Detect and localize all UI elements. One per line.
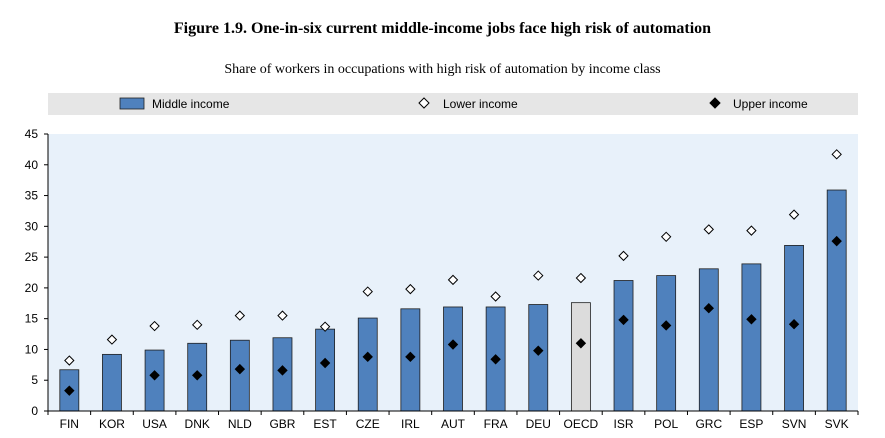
x-axis: FIN KOR USA DNK NLD GBR EST CZE IRL AUT FRA DEU OECD… bbox=[47, 410, 859, 431]
x-tick-label: SVN bbox=[782, 417, 807, 431]
marker-lower-income bbox=[405, 283, 416, 295]
marker-lower-income bbox=[362, 286, 373, 297]
bar-middle-income bbox=[229, 339, 250, 412]
marker-upper-income bbox=[788, 318, 800, 330]
x-tick-label: FIN bbox=[60, 417, 79, 431]
marker-upper-income bbox=[746, 314, 757, 325]
marker-upper-income bbox=[447, 339, 459, 350]
legend: Middle income Lower income Upper income bbox=[119, 97, 808, 111]
legend-background bbox=[48, 93, 858, 115]
bar-middle-income bbox=[144, 349, 165, 412]
marker-upper-income bbox=[533, 345, 544, 356]
legend-label-upper-income: Upper income bbox=[733, 97, 808, 111]
x-tick-label: GBR bbox=[269, 417, 295, 431]
marker-upper-income bbox=[490, 354, 501, 365]
bar-middle-income bbox=[315, 328, 336, 412]
y-tick-label: 30 bbox=[25, 219, 39, 233]
marker-lower-income bbox=[660, 231, 672, 243]
x-tick-label: KOR bbox=[99, 417, 125, 431]
x-tick-label: SVK bbox=[825, 417, 849, 431]
y-tick-label: 20 bbox=[25, 281, 39, 295]
marker-upper-income bbox=[192, 370, 203, 381]
marker-lower-income bbox=[277, 310, 288, 321]
marker-lower-income bbox=[831, 149, 842, 160]
marker-lower-income bbox=[703, 224, 714, 235]
marker-lower-income bbox=[447, 274, 459, 286]
y-tick-label: 15 bbox=[25, 312, 39, 326]
x-tick-label: AUT bbox=[441, 417, 466, 431]
marker-upper-income bbox=[64, 385, 75, 396]
chart-title: Figure 1.9. One-in-six current middle-in… bbox=[173, 20, 712, 37]
marker-upper-income bbox=[362, 351, 373, 363]
marker-lower-income bbox=[234, 310, 246, 321]
bar-middle-income bbox=[613, 280, 634, 412]
marker-lower-income bbox=[192, 319, 203, 331]
bar-middle-income bbox=[826, 189, 847, 412]
marker-upper-income bbox=[234, 363, 246, 375]
marker-upper-income bbox=[149, 370, 160, 381]
chart-subtitle: Share of workers in occupations with hig… bbox=[224, 62, 661, 77]
marker-lower-income bbox=[533, 270, 544, 281]
bar-middle-income bbox=[741, 263, 762, 412]
x-tick-label: ESP bbox=[739, 417, 763, 431]
bar-middle-income bbox=[698, 268, 719, 412]
x-tick-label: CZE bbox=[356, 417, 380, 431]
marker-upper-income bbox=[575, 338, 587, 349]
bar-middle-income bbox=[528, 304, 549, 412]
y-tick-label: 35 bbox=[25, 189, 39, 203]
bar-middle-income bbox=[570, 302, 591, 412]
x-tick-label: GRC bbox=[695, 417, 722, 431]
y-tick-label: 45 bbox=[25, 127, 39, 141]
x-tick-label: DEU bbox=[526, 417, 551, 431]
marker-upper-income bbox=[660, 320, 672, 331]
bar-middle-income bbox=[102, 353, 122, 412]
bars bbox=[59, 189, 847, 412]
marker-upper-income bbox=[277, 365, 288, 376]
marker-lower-income bbox=[106, 334, 118, 345]
y-tick-label: 5 bbox=[31, 373, 38, 387]
x-tick-label: OECD bbox=[564, 417, 599, 431]
marker-upper-income bbox=[405, 351, 416, 363]
x-tick-label: USA bbox=[142, 417, 167, 431]
bar-middle-income bbox=[357, 317, 378, 412]
marker-lower-income bbox=[319, 321, 331, 332]
legend-swatch-middle-income bbox=[119, 97, 145, 110]
marker-upper-income bbox=[703, 302, 714, 314]
bar-middle-income bbox=[443, 306, 463, 412]
marker-upper-income bbox=[618, 314, 629, 326]
legend-swatch-lower-income bbox=[418, 97, 430, 109]
x-tick-label: IRL bbox=[401, 417, 420, 431]
y-tick-label: 40 bbox=[25, 158, 39, 172]
marker-lower-income bbox=[746, 225, 757, 236]
x-tick-label: DNK bbox=[185, 417, 210, 431]
marker-lower-income bbox=[575, 272, 587, 284]
x-tick-label: ISR bbox=[614, 417, 634, 431]
x-tick-label: POL bbox=[654, 417, 678, 431]
y-axis: 0 5 10 15 20 25 30 35 40 45 bbox=[25, 127, 49, 418]
marker-upper-income bbox=[831, 235, 842, 247]
markers bbox=[64, 149, 842, 396]
marker-lower-income bbox=[788, 209, 800, 220]
legend-label-middle-income: Middle income bbox=[152, 97, 230, 111]
legend-label-lower-income: Lower income bbox=[443, 97, 518, 111]
y-tick-label: 0 bbox=[31, 404, 38, 418]
marker-lower-income bbox=[618, 250, 629, 262]
marker-lower-income bbox=[64, 355, 75, 366]
marker-lower-income bbox=[149, 320, 160, 332]
x-tick-label: FRA bbox=[484, 417, 508, 431]
x-tick-label: EST bbox=[313, 417, 337, 431]
legend-swatch-upper-income bbox=[709, 97, 721, 109]
marker-upper-income bbox=[319, 357, 331, 369]
y-tick-label: 10 bbox=[25, 342, 39, 356]
y-tick-label: 25 bbox=[25, 250, 39, 264]
x-tick-label: NLD bbox=[228, 417, 252, 431]
marker-lower-income bbox=[490, 291, 501, 302]
bar-middle-income bbox=[656, 275, 677, 412]
